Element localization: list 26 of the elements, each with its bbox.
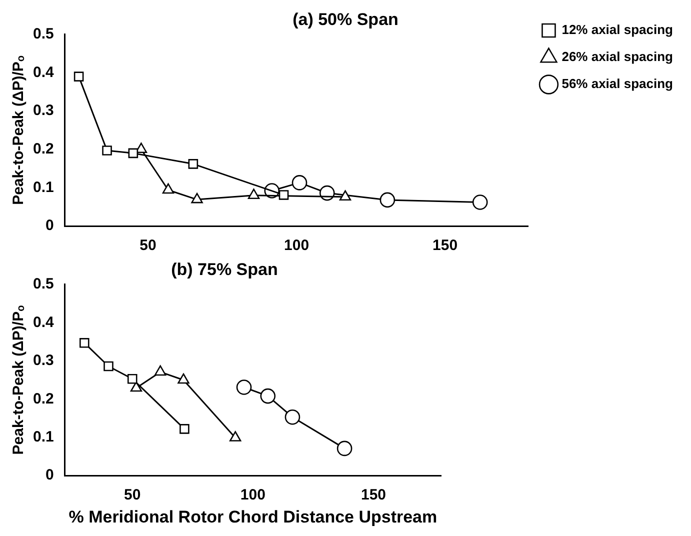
legend-label: 12% axial spacing: [562, 22, 674, 38]
chart-title: (a) 50% Span: [292, 10, 398, 29]
y-tick-label: 0.4: [32, 64, 54, 81]
y-tick-label: 0.2: [32, 390, 54, 408]
y-axis-title: Peak-to-Peak (ΔP)/Pₒ: [10, 55, 28, 205]
chart-title: (b) 75% Span: [171, 260, 278, 279]
x-tick-label: 150: [360, 486, 386, 504]
y-tick-label: 0.5: [32, 26, 54, 43]
x-tick-label: 100: [284, 237, 310, 254]
y-tick-label: 0: [46, 217, 54, 234]
legend-label: 26% axial spacing: [562, 49, 674, 64]
x-tick-label: 150: [432, 237, 458, 254]
y-tick-label: 0.1: [32, 178, 54, 196]
y-tick-label: 0: [46, 466, 54, 484]
legend-label: 56% axial spacing: [562, 76, 674, 92]
x-tick-label: 50: [140, 237, 156, 254]
x-axis-title: % Meridional Rotor Chord Distance Upstream: [68, 507, 438, 526]
y-tick-label: 0.3: [32, 102, 54, 120]
y-tick-label: 0.2: [32, 140, 54, 158]
y-tick-label: 0.3: [32, 352, 54, 370]
x-tick-label: 100: [240, 486, 266, 504]
y-tick-label: 0.4: [32, 314, 54, 331]
x-tick-label: 50: [124, 486, 141, 504]
y-axis-title: Peak-to-Peak (ΔP)/Pₒ: [10, 305, 28, 455]
y-tick-label: 0.1: [32, 428, 54, 446]
y-tick-label: 0.5: [32, 276, 54, 293]
